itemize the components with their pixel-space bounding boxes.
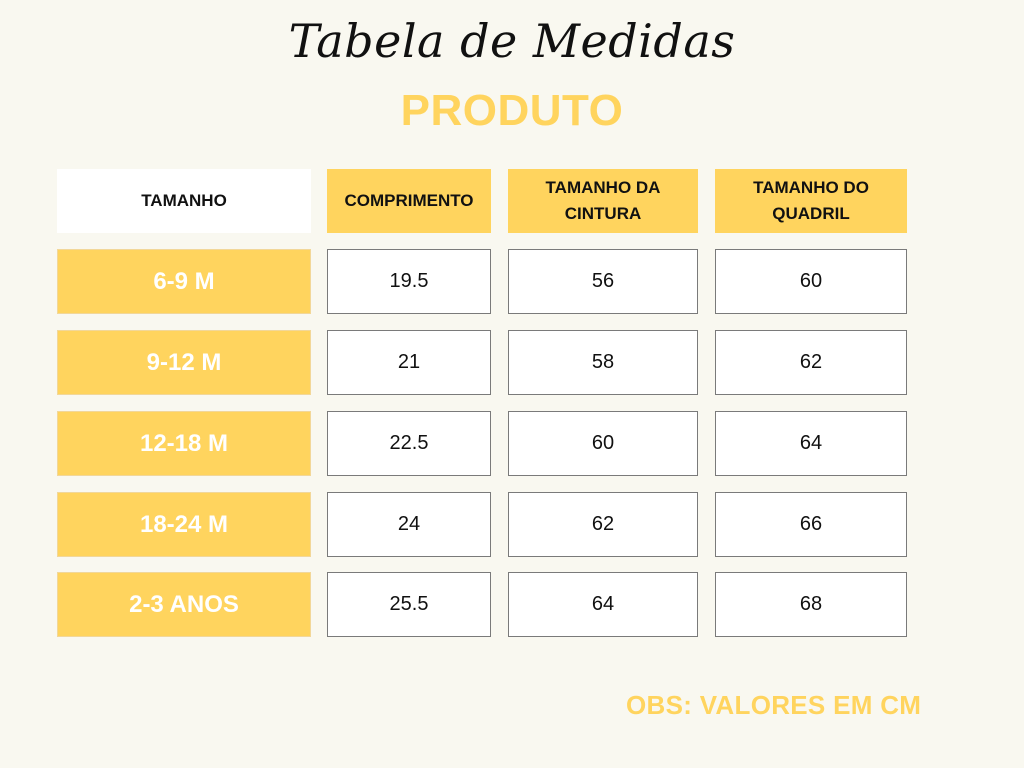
row-size: 6-9 M xyxy=(57,249,311,314)
page-subtitle: PRODUTO xyxy=(400,86,624,135)
cell-comprimento: 24 xyxy=(327,492,491,557)
cell-comprimento: 21 xyxy=(327,330,491,395)
page-title: Tabela de Medidas xyxy=(288,14,736,68)
cell-quadril: 68 xyxy=(715,572,907,637)
row-size: 2-3 ANOS xyxy=(57,572,311,637)
header-cintura: TAMANHO DA CINTURA xyxy=(508,169,698,233)
cell-quadril: 66 xyxy=(715,492,907,557)
row-size: 18-24 M xyxy=(57,492,311,557)
row-size: 12-18 M xyxy=(57,411,311,476)
cell-quadril: 60 xyxy=(715,249,907,314)
cell-cintura: 60 xyxy=(508,411,698,476)
row-size: 9-12 M xyxy=(57,330,311,395)
header-quadril: TAMANHO DO QUADRIL xyxy=(715,169,907,233)
cell-cintura: 58 xyxy=(508,330,698,395)
header-comprimento: COMPRIMENTO xyxy=(327,169,491,233)
cell-comprimento: 25.5 xyxy=(327,572,491,637)
cell-quadril: 62 xyxy=(715,330,907,395)
cell-comprimento: 19.5 xyxy=(327,249,491,314)
header-tamanho: TAMANHO xyxy=(57,169,311,233)
cell-quadril: 64 xyxy=(715,411,907,476)
cell-cintura: 64 xyxy=(508,572,698,637)
units-note: OBS: VALORES EM CM xyxy=(626,690,922,720)
cell-cintura: 62 xyxy=(508,492,698,557)
cell-cintura: 56 xyxy=(508,249,698,314)
cell-comprimento: 22.5 xyxy=(327,411,491,476)
